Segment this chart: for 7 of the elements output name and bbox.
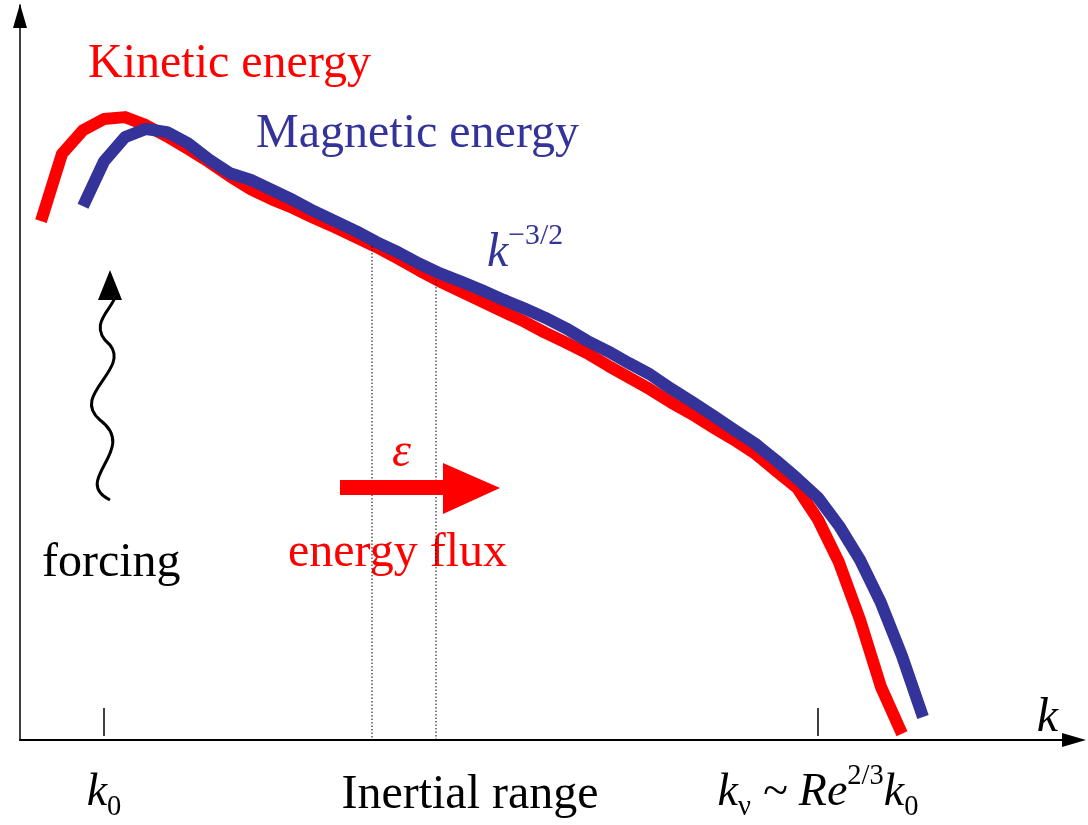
text: Inertial range — [341, 764, 599, 818]
x-axis-title: k — [1036, 687, 1060, 741]
annotation: forcing — [42, 532, 181, 586]
series-label: Kinetic energy — [88, 33, 372, 87]
series-label: Magnetic energy — [256, 103, 579, 157]
annotation: ε — [392, 422, 411, 476]
annotation: energy flux — [288, 522, 508, 576]
